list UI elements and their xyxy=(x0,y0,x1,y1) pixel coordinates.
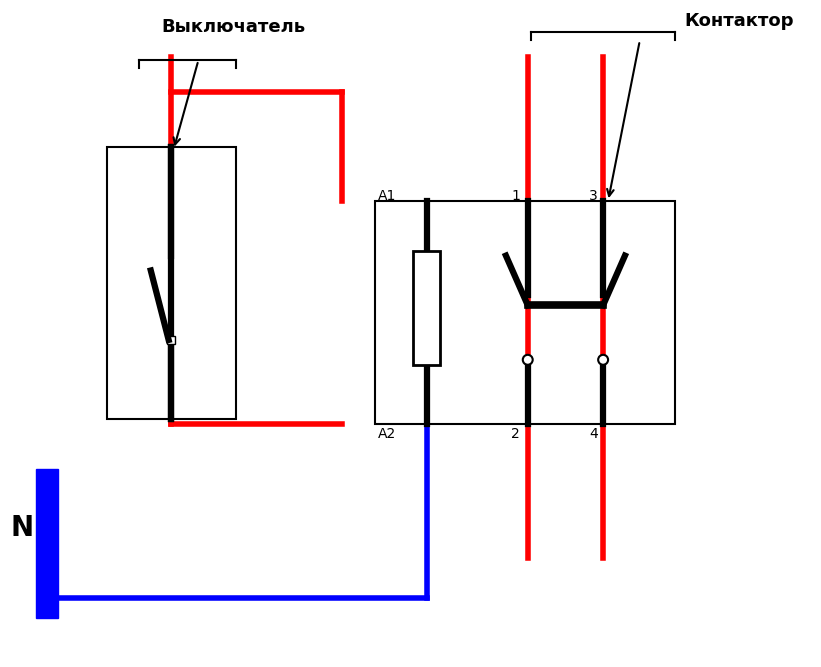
Circle shape xyxy=(599,355,608,365)
Text: 2: 2 xyxy=(511,427,521,441)
Text: 3: 3 xyxy=(589,189,598,203)
Bar xyxy=(35,469,57,618)
Text: Выключатель: Выключатель xyxy=(161,19,305,37)
Bar xyxy=(375,201,675,424)
Text: A1: A1 xyxy=(378,189,397,203)
Circle shape xyxy=(523,355,533,365)
Text: Контактор: Контактор xyxy=(685,11,794,29)
Text: 4: 4 xyxy=(589,427,598,441)
Bar xyxy=(107,147,236,420)
Bar xyxy=(167,336,175,344)
Text: A2: A2 xyxy=(378,427,397,441)
Text: N: N xyxy=(10,514,34,542)
Bar xyxy=(413,251,440,365)
Text: 1: 1 xyxy=(511,189,521,203)
